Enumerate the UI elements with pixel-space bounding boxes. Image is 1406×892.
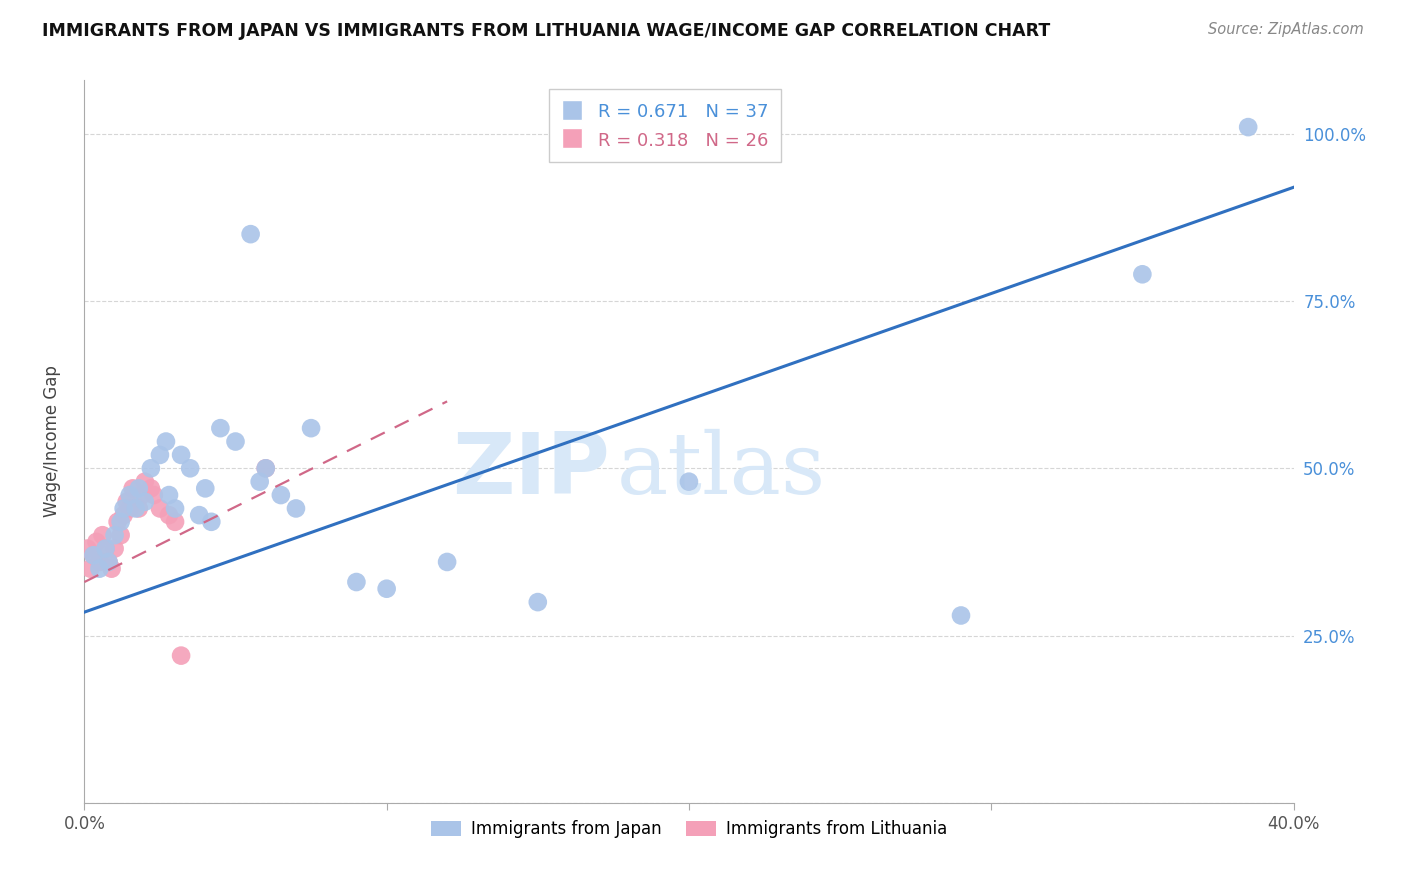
Text: Source: ZipAtlas.com: Source: ZipAtlas.com (1208, 22, 1364, 37)
Point (82, 548, 104, 563)
Point (142, 488, 165, 502)
Point (86, 534, 108, 549)
Point (155, 434, 177, 449)
Point (436, 555, 458, 569)
Point (254, 461, 277, 475)
Point (200, 515, 222, 529)
Point (118, 488, 141, 502)
Point (76, 541, 98, 556)
Text: IMMIGRANTS FROM JAPAN VS IMMIGRANTS FROM LITHUANIA WAGE/INCOME GAP CORRELATION C: IMMIGRANTS FROM JAPAN VS IMMIGRANTS FROM… (42, 22, 1050, 40)
Point (375, 582, 398, 596)
Y-axis label: Wage/Income Gap: Wage/Income Gap (42, 366, 60, 517)
Point (157, 508, 180, 523)
Point (100, 562, 122, 576)
Point (165, 501, 187, 516)
Point (188, 508, 211, 523)
Point (346, 575, 368, 590)
Point (104, 528, 127, 542)
Point (97, 555, 120, 569)
Point (239, 227, 262, 242)
Point (110, 515, 132, 529)
Point (194, 482, 217, 496)
Text: atlas: atlas (616, 429, 825, 512)
Point (270, 488, 292, 502)
Legend: Immigrants from Japan, Immigrants from Lithuania: Immigrants from Japan, Immigrants from L… (423, 814, 955, 845)
Point (112, 508, 135, 523)
Point (149, 501, 172, 516)
Point (139, 482, 162, 496)
Point (179, 461, 201, 475)
Point (170, 648, 193, 663)
Point (134, 494, 156, 508)
Point (89, 562, 111, 576)
Point (112, 501, 135, 516)
Point (157, 488, 180, 502)
Point (1237, 120, 1260, 135)
Point (285, 501, 308, 516)
Point (104, 541, 127, 556)
Point (134, 475, 156, 489)
Point (121, 482, 143, 496)
Point (131, 488, 153, 502)
Point (165, 515, 187, 529)
Point (79, 562, 101, 576)
Point (125, 501, 148, 516)
Point (128, 482, 150, 496)
Point (170, 448, 193, 462)
Point (110, 528, 132, 542)
Point (209, 421, 232, 435)
Point (89, 555, 111, 569)
Point (115, 494, 138, 508)
Text: ZIP: ZIP (453, 429, 610, 512)
Point (94, 541, 117, 556)
Point (950, 608, 973, 623)
Point (527, 595, 550, 609)
Point (249, 475, 271, 489)
Point (1130, 268, 1153, 282)
Point (225, 434, 247, 449)
Point (139, 461, 162, 475)
Point (149, 448, 172, 462)
Point (97, 555, 120, 569)
Point (94, 541, 117, 556)
Point (91, 528, 114, 542)
Point (82, 548, 104, 563)
Point (254, 461, 277, 475)
Point (118, 501, 141, 516)
Point (107, 515, 129, 529)
Point (678, 475, 700, 489)
Point (299, 421, 322, 435)
Point (128, 501, 150, 516)
